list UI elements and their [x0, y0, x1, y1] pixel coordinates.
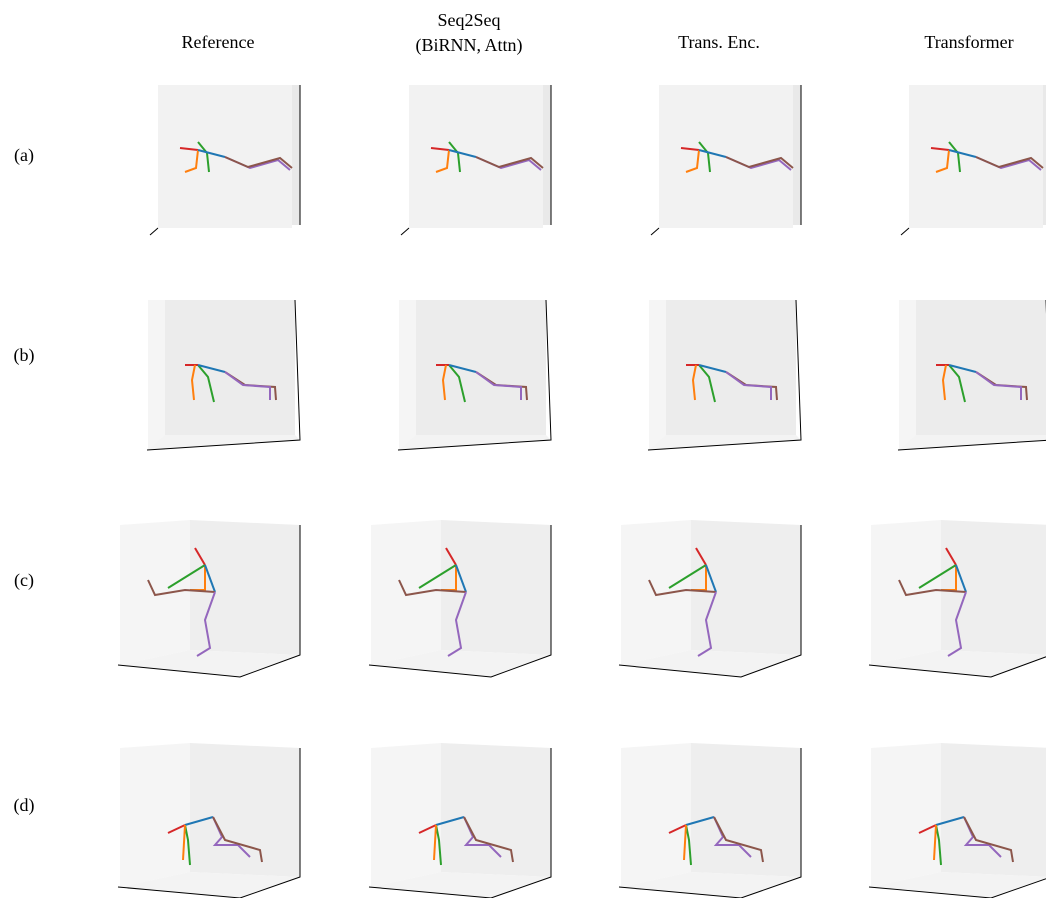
pose-panel [869, 520, 1046, 677]
wall [649, 300, 666, 450]
pose-panel [147, 300, 300, 450]
wall [621, 743, 691, 887]
column-header: Seq2Seq [438, 10, 501, 30]
column-header: (BiRNN, Attn) [415, 35, 522, 56]
axis [901, 228, 909, 235]
wall [871, 743, 941, 887]
wall [793, 85, 801, 225]
wall [666, 300, 796, 435]
pose-panel [150, 85, 300, 235]
wall [165, 300, 295, 435]
wall [621, 520, 691, 665]
pose-panel [901, 85, 1046, 235]
row-label: (a) [14, 145, 34, 166]
pose-panel [401, 85, 551, 235]
floor [899, 435, 1046, 450]
pose-panel [369, 520, 551, 677]
wall [441, 520, 551, 655]
wall [871, 520, 941, 665]
wall [916, 300, 1046, 435]
wall [543, 85, 551, 225]
wall [416, 300, 546, 435]
pose-panel [619, 520, 801, 677]
wall [691, 743, 801, 877]
wall [371, 743, 441, 887]
wall [292, 85, 300, 225]
floor [649, 435, 801, 450]
floor [399, 435, 551, 450]
wall [941, 743, 1046, 877]
row-label: (b) [14, 345, 35, 366]
floor [148, 435, 300, 450]
pose-panel [398, 300, 551, 450]
pose-panel [869, 743, 1046, 898]
wall [899, 300, 916, 450]
column-header: Transformer [924, 32, 1013, 52]
pose-panel [369, 743, 551, 898]
wall [148, 300, 165, 450]
wall [120, 520, 190, 665]
axis [150, 228, 158, 235]
column-header: Trans. Enc. [678, 32, 760, 52]
wall [441, 743, 551, 877]
wall [371, 520, 441, 665]
pose-panel [118, 520, 300, 677]
column-header: Reference [182, 32, 255, 52]
row-label: (d) [14, 795, 35, 816]
wall [190, 743, 300, 877]
figure: Reference Seq2Seq (BiRNN, Attn) Trans. Enc.… [0, 0, 1046, 898]
pose-panel [648, 300, 801, 450]
wall [691, 520, 801, 655]
wall [190, 520, 300, 655]
pose-panel [118, 743, 300, 898]
pose-panel [651, 85, 801, 235]
axis [651, 228, 659, 235]
axis [401, 228, 409, 235]
row-label: (c) [14, 570, 34, 591]
pose-panel [898, 300, 1046, 450]
wall [120, 743, 190, 887]
pose-panel [619, 743, 801, 898]
wall [399, 300, 416, 450]
